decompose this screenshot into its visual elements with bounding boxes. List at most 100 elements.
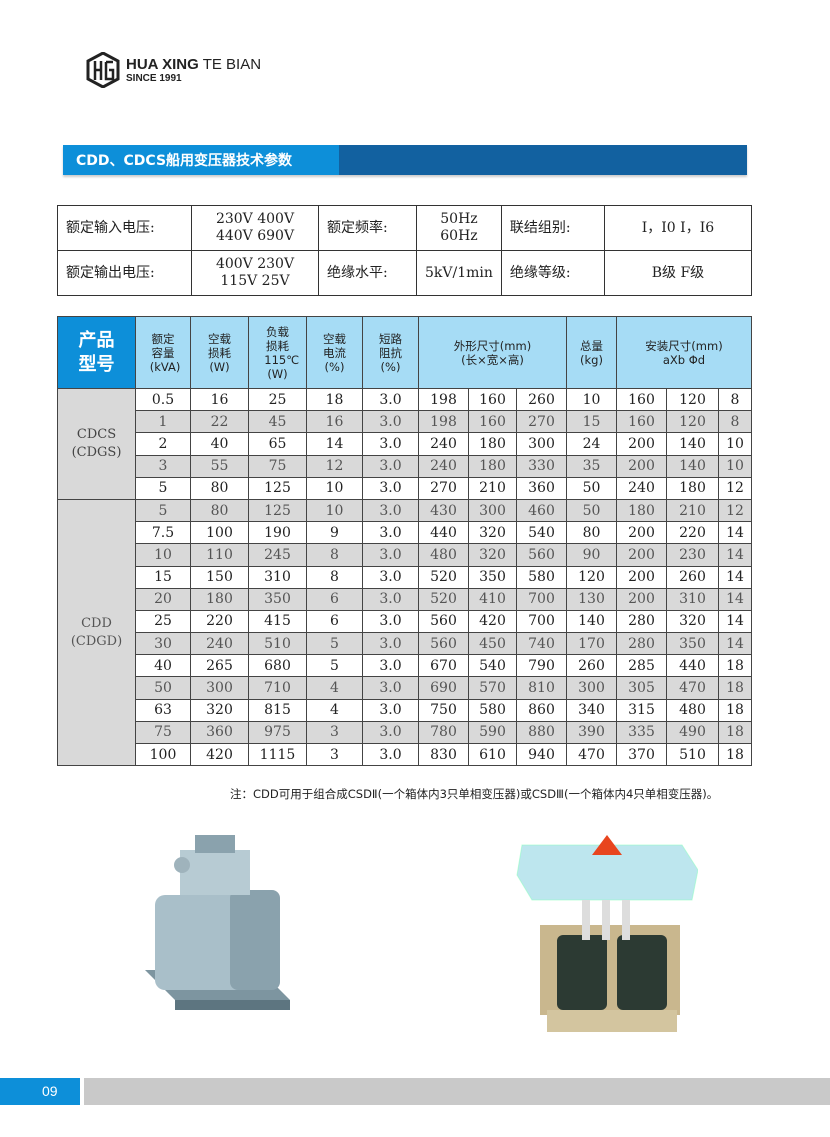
header-capacity-text: 额定容量(kVA): [149, 331, 181, 374]
table-cell: 140: [666, 454, 719, 478]
table-cell: 300: [566, 676, 617, 700]
header-load-loss: 负载损耗115℃(W): [248, 316, 307, 389]
header-weight: 总量(kg): [566, 316, 617, 389]
table-cell: 8: [306, 565, 363, 589]
table-row: 7.5 100 190 9 3.0 440 320 540 80 200 220 14: [58, 521, 752, 545]
spec-label: 绝缘等级:: [500, 250, 605, 296]
table-cell: 320: [468, 521, 517, 545]
table-cell: 3.0: [362, 498, 419, 523]
table-cell: 200: [616, 543, 667, 567]
table-cell: 300: [468, 498, 517, 523]
table-cell: 198: [418, 387, 469, 412]
table-cell: 3.0: [362, 609, 419, 634]
table-cell: 480: [418, 543, 469, 567]
table-cell: 14: [718, 609, 752, 634]
table-cell: 830: [418, 742, 469, 767]
table-row: 2 40 65 14 3.0 240 180 300 24 200 140 10: [58, 432, 752, 456]
cdcs-transformer-photo: [516, 835, 698, 1032]
table-cell: 245: [248, 543, 307, 567]
header-capacity: 额定容量(kVA): [135, 316, 191, 389]
table-row: 20 180 350 6 3.0 520 410 700 130 200 310 14: [58, 587, 752, 611]
header-mount-text: 安装尺寸(mm) aXb Φd: [645, 338, 723, 367]
table-cell: 0.5: [135, 387, 191, 412]
table-cell: 320: [190, 698, 249, 722]
table-cell: 140: [666, 432, 719, 456]
footnote: 注：CDD可用于组合成CSDⅡ(一个箱体内3只单相变压器)或CSDⅢ(一个箱体内…: [230, 787, 719, 801]
table-cell: 2: [135, 432, 191, 456]
table-cell: 18: [718, 742, 752, 767]
table-cell: 65: [248, 432, 307, 456]
table-cell: 18: [718, 676, 752, 700]
table-cell: 285: [616, 654, 667, 678]
table-cell: 210: [666, 498, 719, 523]
spec-value: 50Hz 60Hz: [416, 205, 502, 251]
header-load-loss-text: 负载损耗115℃(W): [264, 324, 300, 381]
table-cell: 440: [418, 521, 469, 545]
table-row: 40 265 680 5 3.0 670 540 790 260 285 440 18: [58, 654, 752, 678]
table-cell: 120: [666, 387, 719, 412]
table-cell: 160: [616, 387, 667, 412]
section-title-bar: CDD、CDCS船用变压器技术参数: [63, 145, 747, 175]
table-cell: 340: [566, 698, 617, 722]
section-title: CDD、CDCS船用变压器技术参数: [76, 153, 293, 169]
table-cell: 3.0: [362, 720, 419, 745]
spec-value: 5kV/1min: [416, 250, 502, 296]
table-cell: 10: [306, 476, 363, 500]
table-cell: 180: [616, 498, 667, 523]
spec-value: I，I0 I，I6: [603, 205, 753, 251]
table-cell: 6: [306, 587, 363, 611]
model-name: CDD: [81, 615, 112, 631]
table-cell: 125: [248, 476, 307, 500]
table-cell: 3: [306, 742, 363, 767]
table-cell: 8: [718, 410, 752, 434]
table-cell: 3.0: [362, 742, 419, 767]
table-cell: 12: [718, 498, 752, 523]
table-cell: 63: [135, 698, 191, 722]
table-cell: 360: [516, 476, 567, 500]
table-cell: 580: [468, 698, 517, 722]
spec-value: B级 F级: [603, 250, 753, 296]
table-cell: 3.0: [362, 654, 419, 678]
table-cell: 560: [516, 543, 567, 567]
table-cell: 14: [718, 543, 752, 567]
table-cell: 8: [306, 543, 363, 567]
table-cell: 780: [418, 720, 469, 745]
table-cell: 610: [468, 742, 517, 767]
table-cell: 880: [516, 720, 567, 745]
table-cell: 265: [190, 654, 249, 678]
brand-name: HUA XING TE BIAN: [126, 56, 262, 73]
table-cell: 310: [666, 587, 719, 611]
table-cell: 40: [135, 654, 191, 678]
table-cell: 230: [666, 543, 719, 567]
spec-row: 额定输出电压: 400V 230V 115V 25V 绝缘水平: 5kV/1min 绝缘等…: [57, 250, 753, 296]
header-model: 产品型号: [57, 316, 136, 389]
table-cell: 490: [666, 720, 719, 745]
table-cell: 815: [248, 698, 307, 722]
table-cell: 5: [135, 498, 191, 523]
table-cell: 480: [666, 698, 719, 722]
table-cell: 180: [468, 454, 517, 478]
table-cell: 18: [306, 387, 363, 412]
table-cell: 200: [616, 521, 667, 545]
table-row: 15 150 310 8 3.0 520 350 580 120 200 260 14: [58, 565, 752, 589]
table-cell: 200: [616, 587, 667, 611]
table-cell: 670: [418, 654, 469, 678]
table-cell: 240: [190, 632, 249, 656]
table-cell: 975: [248, 720, 307, 745]
table-cell: 150: [190, 565, 249, 589]
table-cell: 415: [248, 609, 307, 634]
table-cell: 3.0: [362, 476, 419, 500]
table-cell: 240: [616, 476, 667, 500]
table-cell: 315: [616, 698, 667, 722]
table-cell: 3.0: [362, 565, 419, 589]
table-cell: 50: [135, 676, 191, 700]
table-row: CDD (CDGD) 5 80 125 10 3.0 430 300 460 50 180 210 12: [57, 498, 752, 767]
table-cell: 4: [306, 698, 363, 722]
header-impedance-text: 短路阻抗(%): [379, 331, 402, 374]
table-cell: 45: [248, 410, 307, 434]
table-cell: 860: [516, 698, 567, 722]
table-cell: 3.0: [362, 587, 419, 611]
table-cell: 15: [566, 410, 617, 434]
table-cell: 260: [566, 654, 617, 678]
table-cell: 750: [418, 698, 469, 722]
